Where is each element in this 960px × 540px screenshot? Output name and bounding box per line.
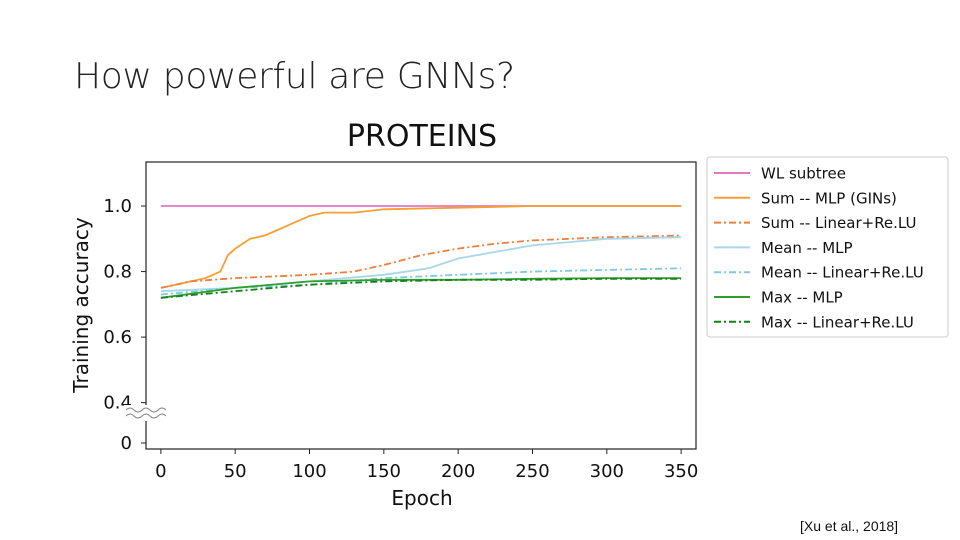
citation: [Xu et al., 2018] — [800, 518, 899, 534]
legend-label: Mean -- Linear+Re.LU — [761, 264, 924, 282]
slide-title: How powerful are GNNs? — [74, 56, 515, 97]
x-tick-label: 100 — [292, 461, 326, 482]
x-tick-label: 300 — [590, 461, 624, 482]
x-tick-label: 50 — [224, 461, 247, 482]
legend-label: Max -- Linear+Re.LU — [761, 313, 914, 331]
y-axis-label: Training accuracy — [69, 217, 93, 394]
legend: WL subtree Sum -- MLP (GINs) Sum -- Linear… — [706, 156, 949, 338]
x-tick-label: 200 — [441, 461, 475, 482]
x-tick-label: 250 — [515, 461, 549, 482]
chart-title: PROTEINS — [347, 119, 497, 154]
legend-label: WL subtree — [761, 165, 846, 183]
plot-frame — [145, 161, 697, 450]
legend-label: Sum -- Linear+Re.LU — [761, 214, 917, 232]
y-tick-label: 0.8 — [103, 262, 132, 283]
legend-label: Mean -- MLP — [761, 239, 853, 257]
x-axis-label: Epoch — [391, 486, 452, 510]
y-tick-label: 0 — [121, 433, 132, 454]
x-tick-label: 0 — [155, 461, 166, 482]
x-tick-label: 150 — [367, 461, 401, 482]
x-tick-label: 350 — [664, 461, 698, 482]
series-layer — [160, 205, 682, 299]
axis-break-icon — [124, 405, 168, 421]
y-tick-label: 0.6 — [103, 327, 132, 348]
legend-box — [706, 156, 949, 338]
series-line — [160, 277, 682, 299]
series-line — [160, 205, 682, 289]
series-line — [160, 234, 682, 289]
legend-label: Sum -- MLP (GINs) — [761, 189, 897, 207]
legend-label: Max -- MLP — [761, 289, 843, 307]
y-tick-label: 1.0 — [103, 196, 132, 217]
